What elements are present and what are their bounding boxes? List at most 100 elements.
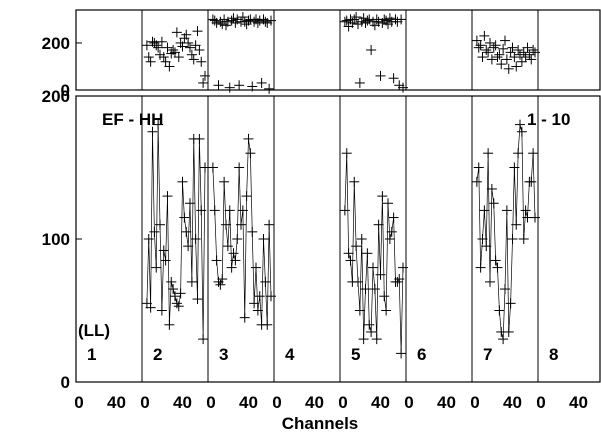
data-point (168, 284, 179, 295)
x-tick-label: 0 (140, 393, 149, 412)
data-point (364, 319, 375, 330)
x-tick-label: 40 (305, 393, 324, 412)
data-point (145, 56, 156, 67)
data-point (479, 30, 490, 41)
data-point (158, 52, 169, 63)
data-point (398, 262, 408, 273)
data-point (354, 305, 365, 316)
data-point (528, 45, 539, 55)
data-point (217, 274, 228, 285)
data-point (375, 70, 386, 81)
data-point (164, 61, 175, 72)
data-point (471, 176, 482, 187)
data-point (236, 219, 246, 230)
data-point (488, 42, 499, 53)
x-tick-label: 0 (470, 393, 479, 412)
panel-label: 8 (549, 345, 558, 364)
data-point (151, 40, 162, 51)
data-point (354, 77, 365, 88)
data-point (473, 42, 484, 53)
data-point (388, 212, 399, 223)
data-point (507, 42, 518, 53)
data-point (243, 133, 254, 144)
data-point (362, 248, 373, 259)
data-point (234, 80, 245, 91)
data-point (173, 301, 184, 312)
data-point (260, 276, 271, 287)
data-point (475, 262, 486, 273)
panel-label: 2 (153, 345, 162, 364)
panel-labels: 1 2 3 4 5 6 7 8 (87, 345, 558, 364)
x-tick-label: 40 (107, 393, 126, 412)
data-point (175, 288, 186, 299)
panel-label: 3 (219, 345, 228, 364)
data-point (473, 162, 484, 173)
data-point (192, 294, 203, 305)
data-point (351, 241, 362, 252)
data-point (252, 17, 263, 28)
data-point (177, 176, 188, 187)
bottom-y-ticks: 0 100 200 (42, 87, 82, 392)
x-tick-label: 0 (74, 393, 83, 412)
data-point (264, 219, 275, 230)
data-point (160, 255, 171, 266)
data-point (196, 56, 207, 67)
data-point (483, 148, 494, 159)
data-point (196, 205, 207, 216)
data-point (515, 119, 525, 130)
data-point (266, 15, 276, 26)
data-point (241, 191, 252, 202)
data-point (396, 348, 407, 359)
data-point (356, 234, 367, 244)
data-point (147, 126, 158, 137)
data-point (368, 262, 378, 273)
data-point (511, 61, 522, 72)
panel-label: 4 (285, 345, 295, 364)
data-point (360, 284, 371, 295)
data-point (500, 35, 510, 46)
data-point (486, 54, 497, 65)
bottom-series-group (141, 119, 540, 359)
range-label: 1 - 10 (527, 110, 570, 129)
data-point (513, 148, 524, 159)
data-point (179, 212, 190, 223)
data-point (505, 298, 516, 309)
data-point (226, 262, 237, 273)
data-point (477, 234, 488, 244)
data-point (262, 319, 273, 330)
data-point (511, 219, 522, 230)
panel-label: 5 (351, 345, 360, 364)
data-point (522, 42, 533, 53)
data-point (162, 191, 173, 202)
data-point (188, 54, 199, 65)
data-point (479, 205, 490, 216)
panel-label: 1 (87, 345, 96, 364)
data-point (509, 52, 520, 63)
panel-label: 7 (483, 345, 492, 364)
data-point (488, 198, 499, 209)
data-point (224, 82, 235, 93)
top-panel-dividers (141, 10, 539, 90)
data-point (192, 26, 203, 37)
data-point (252, 305, 263, 316)
data-point (177, 41, 188, 52)
series-line-panel-3 (212, 138, 272, 325)
data-point (394, 274, 405, 285)
data-point (162, 42, 173, 53)
data-point (486, 183, 497, 194)
data-point (475, 40, 486, 51)
data-point (501, 54, 512, 65)
data-point (381, 305, 392, 316)
data-point (200, 70, 210, 81)
data-point (219, 176, 230, 187)
data-point (366, 326, 377, 337)
data-point (483, 47, 494, 58)
data-point (358, 334, 369, 345)
data-point (209, 15, 220, 26)
data-point (185, 198, 195, 209)
data-point (156, 305, 167, 316)
series-line-panel-2 (146, 124, 206, 340)
data-point (141, 40, 152, 51)
data-point (362, 15, 373, 26)
data-point (501, 205, 512, 216)
